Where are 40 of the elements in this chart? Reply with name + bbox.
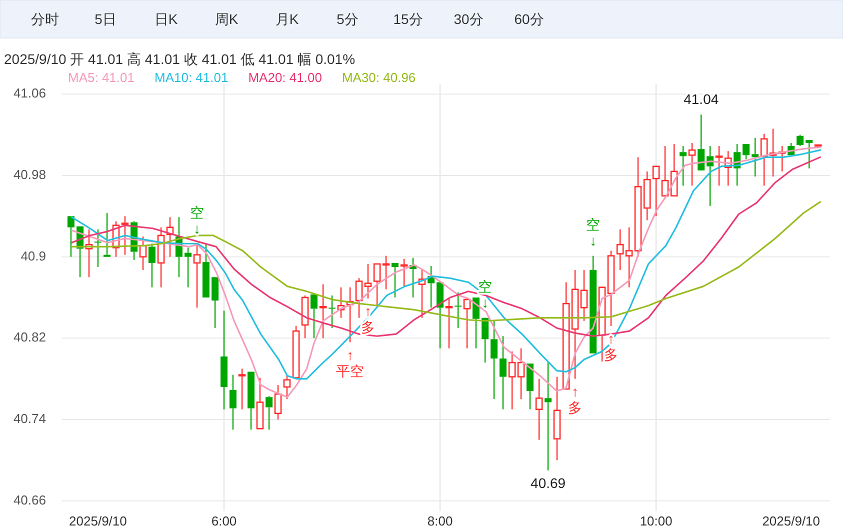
y-tick-label: 41.06 — [13, 86, 46, 101]
y-tick-label: 40.98 — [13, 166, 46, 182]
annotation: 多 — [568, 400, 582, 416]
annotation: ↓ — [482, 294, 489, 311]
x-tick-label: 2025/9/10 — [69, 513, 127, 528]
annotation: ↑ — [572, 384, 579, 400]
y-tick-label: 40.82 — [13, 330, 46, 345]
text: MA10: 41.01 — [154, 70, 228, 85]
text: 5分 — [336, 11, 358, 27]
annotation: 空 — [586, 216, 600, 233]
annotation: ↑ — [346, 346, 354, 363]
text: MA20: 41.00 — [248, 70, 322, 85]
text: MA30: 40.96 — [342, 70, 416, 85]
annotation: 40.69 — [530, 475, 566, 492]
text: 5日 — [94, 11, 116, 27]
annotation: 空 — [190, 204, 204, 220]
annotation: 多 — [361, 319, 376, 336]
annotation: ↓ — [590, 232, 597, 249]
y-tick-label: 40.74 — [13, 410, 46, 426]
annotation: 平空 — [336, 362, 364, 379]
chart-subtitle: 2025/9/10 开 41.01 高 41.01 收 41.01 低 41.01 幅 0.01% — [4, 51, 356, 67]
x-tick-label: 10:00 — [640, 513, 672, 528]
text: 分时 — [31, 11, 59, 27]
text: 周K — [214, 11, 239, 27]
text: MA5: 41.01 — [68, 70, 134, 85]
y-tick-label: 40.66 — [13, 492, 46, 508]
annotation: ↓ — [194, 220, 201, 236]
x-tick-label: 6:00 — [211, 513, 237, 528]
x-tick-label: 8:00 — [427, 513, 453, 528]
annotation: 空 — [478, 278, 492, 295]
y-tick-label: 40.9 — [20, 248, 46, 264]
x-tick-label: 2025/9/10 — [762, 513, 820, 528]
annotation: 41.04 — [684, 91, 719, 108]
text: 30分 — [454, 11, 484, 27]
annotation: 多 — [604, 346, 618, 363]
text: 60分 — [514, 11, 544, 27]
text: 月K — [275, 11, 300, 27]
text: 日K — [154, 11, 178, 27]
annotation: ↑ — [364, 303, 372, 320]
text: 15分 — [393, 11, 423, 27]
